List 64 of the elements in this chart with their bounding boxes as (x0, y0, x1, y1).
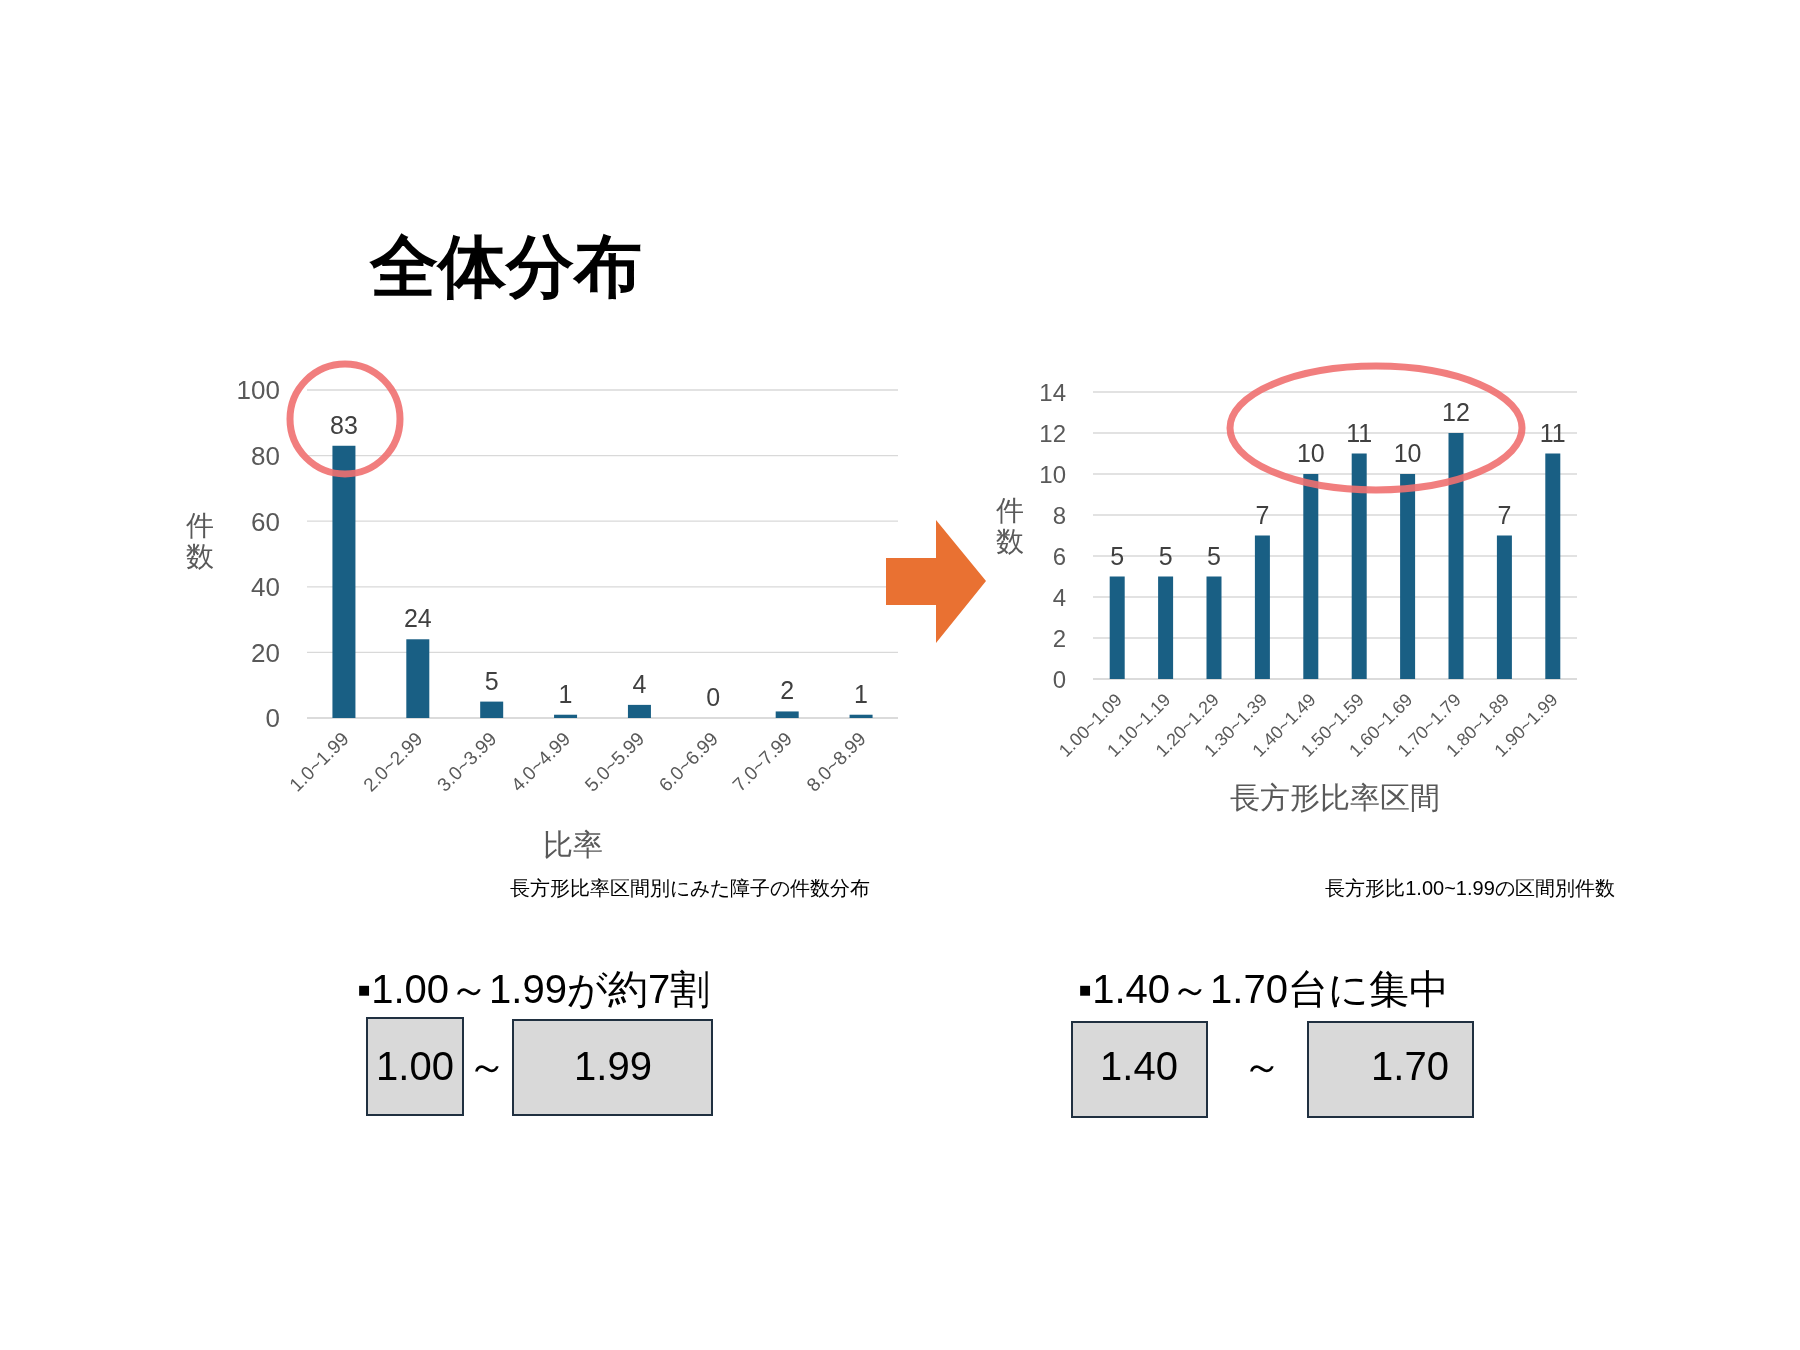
y-tick-label: 14 (1039, 378, 1066, 406)
bar (480, 701, 504, 718)
y-tick-label: 12 (1039, 419, 1066, 447)
y-tick-label: 4 (1052, 583, 1066, 611)
bar (775, 711, 799, 718)
data-label: 5 (1158, 541, 1173, 570)
bar (1109, 576, 1125, 679)
y-tick-label: 10 (1039, 460, 1066, 488)
y-tick-label: 8 (1052, 501, 1066, 529)
chart-title: 全体分布 (369, 228, 642, 304)
text: ▪1.40～1.70台に集中 (1078, 967, 1449, 1011)
data-label: 5 (1110, 541, 1125, 570)
text: 1.99 (574, 1044, 652, 1088)
y-tick-label: 80 (251, 440, 280, 471)
data-label: 12 (1442, 398, 1470, 426)
text: ▪1.00～1.99が約7割 (357, 967, 711, 1011)
text: 1.00 (376, 1044, 454, 1088)
data-label: 4 (632, 669, 647, 698)
data-label: 5 (484, 666, 499, 695)
data-label: 5 (1207, 541, 1221, 570)
bar (1254, 535, 1270, 679)
bar (1448, 433, 1464, 679)
y-axis-title: 件数 (996, 495, 1024, 557)
y-tick-label: 20 (251, 637, 280, 668)
bar (1351, 453, 1367, 679)
text: 1.70 (1371, 1044, 1449, 1088)
bar (332, 445, 356, 718)
bar (554, 714, 578, 718)
text: 長方形比1.00~1.99の区間別件数 (1325, 877, 1615, 899)
data-label: 83 (330, 410, 358, 439)
bar (406, 639, 430, 718)
text: 長方形比率区間別にみた障子の件数分布 (510, 877, 870, 899)
bar (1158, 576, 1174, 679)
data-label: 11 (1539, 418, 1566, 447)
x-axis-title: 比率 (543, 828, 603, 861)
text: ～ (1242, 1044, 1282, 1088)
y-tick-label: 0 (1052, 665, 1066, 693)
y-axis-title: 件数 (186, 510, 214, 572)
bar (1303, 474, 1319, 679)
data-label: 2 (780, 676, 795, 705)
y-tick-label: 0 (265, 703, 280, 734)
data-label: 10 (1393, 439, 1422, 467)
bar (627, 704, 651, 718)
text: ～ (467, 1044, 507, 1088)
data-label: 0 (706, 683, 721, 711)
y-tick-label: 60 (251, 506, 280, 537)
y-tick-label: 40 (251, 572, 280, 603)
bar (1206, 576, 1222, 679)
data-label: 11 (1346, 418, 1373, 447)
data-label: 10 (1296, 439, 1325, 467)
data-label: 7 (1255, 500, 1270, 529)
bar (1545, 453, 1561, 679)
y-tick-label: 2 (1052, 624, 1066, 652)
data-label: 24 (403, 604, 432, 633)
bar (1400, 474, 1416, 679)
bar (1496, 535, 1512, 679)
x-axis-title: 長方形比率区間 (1230, 781, 1440, 814)
y-tick-label: 100 (236, 375, 280, 406)
y-tick-label: 6 (1052, 542, 1066, 570)
data-label: 1 (558, 679, 573, 708)
bar (849, 714, 873, 718)
data-label: 7 (1497, 500, 1512, 529)
text: 1.40 (1100, 1044, 1178, 1088)
data-label: 1 (854, 679, 869, 708)
